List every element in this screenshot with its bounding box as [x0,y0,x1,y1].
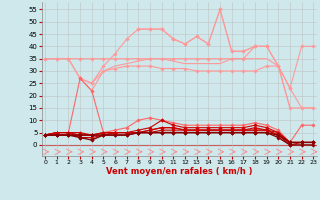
X-axis label: Vent moyen/en rafales ( km/h ): Vent moyen/en rafales ( km/h ) [106,167,252,176]
